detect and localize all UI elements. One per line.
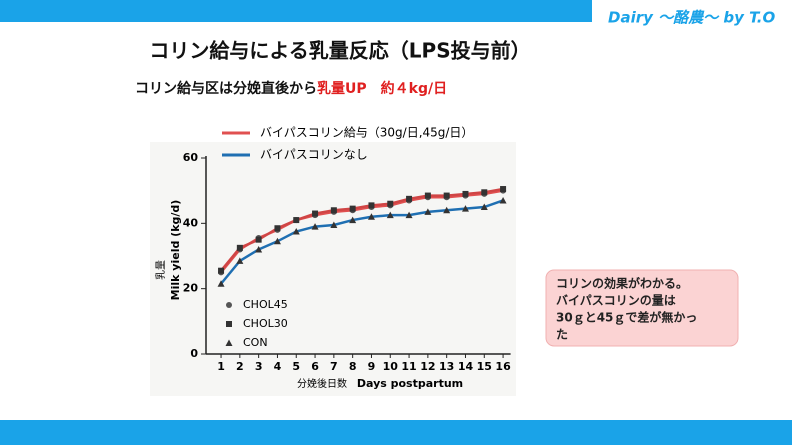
marker bbox=[226, 321, 232, 327]
marker bbox=[368, 202, 375, 209]
marker bbox=[236, 257, 244, 264]
note-text: た bbox=[556, 328, 568, 342]
y-axis-label-ja: 乳量 bbox=[154, 260, 167, 280]
x-tick-label: 9 bbox=[368, 360, 376, 373]
overlay-legend-label: バイパスコリン給与（30g/日,45g/日） bbox=[260, 126, 473, 140]
x-axis-label: Days postpartum bbox=[357, 377, 463, 390]
note-box bbox=[545, 269, 739, 347]
marker bbox=[499, 196, 507, 204]
subtitle: コリン給与区は分娩直後から乳量UP 約４kg/日 bbox=[135, 80, 447, 97]
series-line bbox=[220, 199, 504, 285]
x-tick-label: 6 bbox=[311, 360, 319, 373]
marker bbox=[481, 189, 488, 196]
x-tick-label: 3 bbox=[255, 360, 263, 373]
legend-label: CHOL45 bbox=[243, 298, 288, 311]
x-tick-label: 2 bbox=[236, 360, 244, 373]
marker bbox=[255, 236, 262, 243]
marker bbox=[274, 225, 281, 232]
marker bbox=[293, 217, 300, 224]
marker bbox=[236, 244, 243, 251]
marker bbox=[225, 339, 233, 346]
x-tick-label: 14 bbox=[458, 360, 474, 373]
marker bbox=[406, 195, 413, 202]
marker bbox=[424, 208, 432, 215]
overlay-legend-label: バイパスコリンなし bbox=[260, 148, 368, 162]
subtitle-text: コリン給与区は分娩直後から bbox=[135, 80, 317, 97]
legend-label: CHOL30 bbox=[243, 317, 288, 330]
note-text: 30ｇと45ｇで差が無かっ bbox=[556, 310, 697, 326]
legend-label: CON bbox=[243, 336, 268, 349]
marker bbox=[387, 200, 394, 207]
series-line bbox=[220, 187, 504, 272]
x-tick-label: 13 bbox=[439, 360, 454, 373]
marker bbox=[273, 237, 281, 245]
marker bbox=[217, 280, 225, 287]
marker bbox=[405, 211, 413, 219]
marker bbox=[480, 203, 488, 210]
marker bbox=[312, 210, 319, 217]
marker bbox=[349, 216, 357, 224]
header: Dairy ～酪農～ by T.O bbox=[608, 9, 775, 27]
marker bbox=[330, 207, 337, 214]
note-text: コリンの効果がわかる。 bbox=[556, 276, 688, 291]
marker bbox=[443, 206, 451, 214]
marker bbox=[255, 245, 263, 253]
marker bbox=[226, 302, 232, 308]
x-tick-label: 11 bbox=[401, 360, 416, 373]
marker bbox=[500, 186, 507, 193]
marker bbox=[330, 221, 338, 228]
marker bbox=[443, 192, 450, 199]
marker bbox=[461, 205, 469, 212]
x-axis-label-ja: 分娩後日数 bbox=[297, 377, 347, 390]
y-axis-label: Milk yield (kg/d) bbox=[169, 200, 182, 301]
title: コリン給与による乳量反応（LPS投与前） bbox=[149, 39, 530, 63]
subtitle-highlight: 乳量UP 約４kg/日 bbox=[317, 80, 447, 97]
marker bbox=[292, 228, 300, 235]
x-tick-label: 5 bbox=[292, 360, 300, 373]
x-tick-label: 8 bbox=[349, 360, 357, 373]
marker bbox=[424, 192, 431, 199]
x-tick-label: 1 bbox=[217, 360, 225, 373]
marker bbox=[386, 211, 394, 219]
x-tick-label: 10 bbox=[383, 360, 399, 373]
x-tick-label: 7 bbox=[330, 360, 338, 373]
y-tick-label: 40 bbox=[183, 216, 199, 229]
y-tick-label: 20 bbox=[183, 282, 199, 295]
marker bbox=[462, 190, 469, 197]
note-text: バイパスコリンの量は bbox=[556, 294, 676, 308]
marker bbox=[349, 205, 356, 212]
y-tick-label: 60 bbox=[183, 151, 199, 164]
x-tick-label: 15 bbox=[477, 360, 492, 373]
top-bar bbox=[0, 0, 592, 22]
marker bbox=[218, 267, 225, 274]
x-tick-label: 16 bbox=[495, 360, 511, 373]
x-tick-label: 12 bbox=[420, 360, 435, 373]
bottom-bar bbox=[0, 420, 792, 445]
chart-image-bg bbox=[150, 142, 516, 396]
y-tick-label: 0 bbox=[190, 347, 198, 360]
marker bbox=[367, 213, 375, 220]
x-tick-label: 4 bbox=[274, 360, 282, 373]
marker bbox=[311, 223, 319, 230]
